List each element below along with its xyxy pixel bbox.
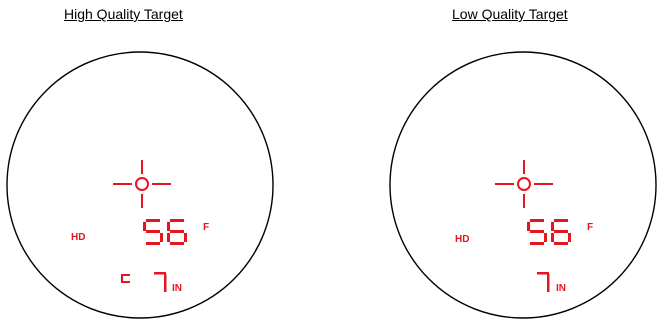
mode-label: HD: [455, 234, 469, 245]
distance-digit-5: [527, 219, 547, 245]
panel-low-quality: HD F IN: [389, 51, 657, 319]
panel-title-low-quality: Low Quality Target: [452, 6, 568, 22]
bracket-marker-icon: [121, 274, 130, 283]
distance-digit-6: [167, 219, 187, 245]
distance-digit-5: [143, 219, 163, 245]
viewfinder-circle: [6, 51, 274, 319]
secondary-digit-7: [537, 272, 550, 292]
distance-unit: F: [587, 222, 593, 233]
secondary-digit-7: [154, 272, 167, 292]
distance-digit-6: [551, 219, 571, 245]
viewfinder-circle: [389, 51, 657, 319]
panel-high-quality: HD F IN: [6, 51, 274, 319]
secondary-unit: IN: [172, 283, 182, 294]
panel-title-high-quality: High Quality Target: [64, 6, 183, 22]
mode-label: HD: [71, 232, 85, 243]
crosshair-icon: [113, 160, 171, 208]
distance-unit: F: [203, 222, 209, 233]
secondary-unit: IN: [556, 283, 566, 294]
crosshair-icon: [495, 160, 553, 208]
